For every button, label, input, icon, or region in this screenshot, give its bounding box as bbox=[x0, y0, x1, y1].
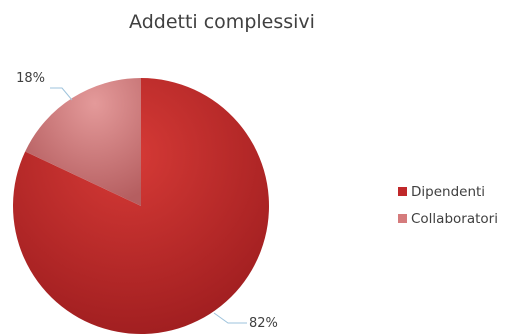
pie-data-labels: 82% 18% bbox=[16, 71, 278, 331]
legend-swatch-collaboratori bbox=[398, 214, 407, 223]
data-label-dipendenti: 82% bbox=[249, 316, 278, 331]
leader-line-dipendenti bbox=[213, 312, 247, 324]
leader-line-collaboratori bbox=[50, 87, 73, 101]
legend: Dipendenti Collaboratori bbox=[398, 184, 498, 227]
legend-label-dipendenti: Dipendenti bbox=[411, 184, 485, 200]
legend-label-collaboratori: Collaboratori bbox=[411, 211, 498, 227]
legend-swatch-dipendenti bbox=[398, 187, 407, 196]
pie-slices bbox=[12, 78, 269, 334]
chart-title: Addetti complessivi bbox=[129, 11, 315, 33]
pie-slice-dipendenti bbox=[12, 78, 269, 334]
pie-slice-collaboratori bbox=[25, 78, 141, 206]
data-label-collaboratori: 18% bbox=[16, 71, 45, 86]
